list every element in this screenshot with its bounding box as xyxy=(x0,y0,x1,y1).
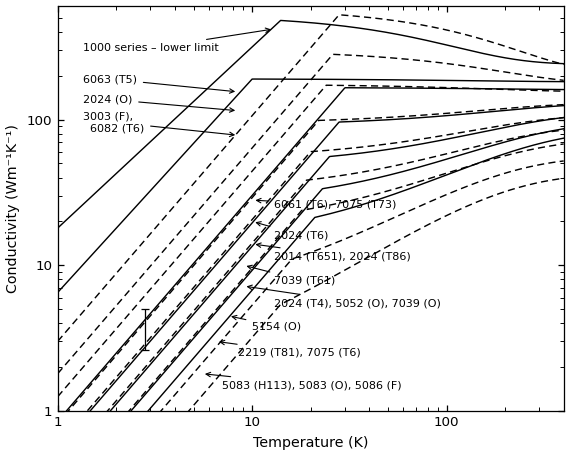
Text: 6063 (T5): 6063 (T5) xyxy=(83,74,234,93)
Text: 6061 (T6), 7075 (T73): 6061 (T6), 7075 (T73) xyxy=(256,198,397,210)
Text: 2024 (T6): 2024 (T6) xyxy=(256,222,329,240)
X-axis label: Temperature (K): Temperature (K) xyxy=(253,435,368,450)
Text: 2219 (T81), 7075 (T6): 2219 (T81), 7075 (T6) xyxy=(220,340,361,358)
Text: 5154 (O): 5154 (O) xyxy=(232,316,302,332)
Text: 1000 series – lower limit: 1000 series – lower limit xyxy=(83,28,270,53)
Text: 2014 (T651), 2024 (T86): 2014 (T651), 2024 (T86) xyxy=(256,243,411,261)
Text: 2024 (O): 2024 (O) xyxy=(83,94,234,112)
Text: 3003 (F),
  6082 (T6): 3003 (F), 6082 (T6) xyxy=(83,111,234,137)
Text: 2024 (T4), 5052 (O), 7039 (O): 2024 (T4), 5052 (O), 7039 (O) xyxy=(247,285,441,308)
Text: 5083 (H113), 5083 (O), 5086 (F): 5083 (H113), 5083 (O), 5086 (F) xyxy=(206,373,402,390)
Text: 7039 (T61): 7039 (T61) xyxy=(247,265,336,286)
Y-axis label: Conductivity (Wm⁻¹K⁻¹): Conductivity (Wm⁻¹K⁻¹) xyxy=(6,124,21,293)
